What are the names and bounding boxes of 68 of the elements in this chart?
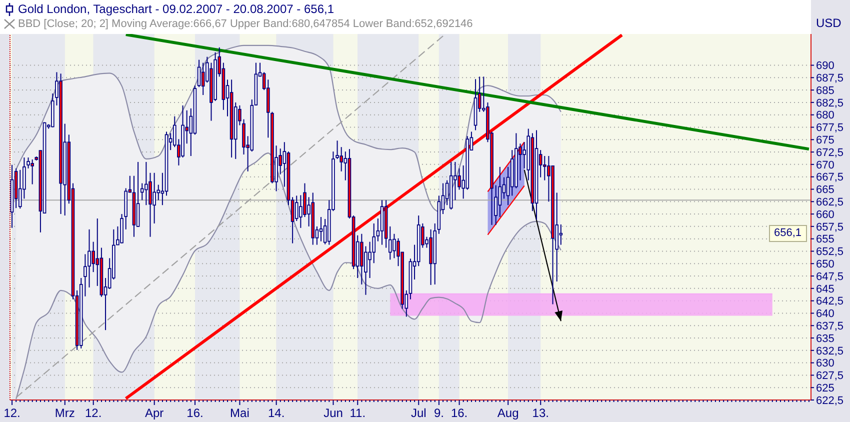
y-tick-label: 672,5 [816, 146, 844, 159]
y-tick-label: 682,5 [816, 97, 844, 110]
y-axis-title: USD [816, 16, 842, 30]
x-tick-label: Aug [497, 406, 519, 420]
y-tick-label: 642,5 [816, 296, 844, 308]
candlestick [388, 226, 392, 260]
candlestick [197, 59, 201, 88]
x-tick-label: Mai [230, 406, 250, 420]
y-tick-label: 630 [816, 358, 834, 370]
candlestick [392, 233, 396, 259]
y-tick-label: 622,5 [816, 394, 844, 407]
line-series [16, 44, 562, 212]
y-tick-label: 655 [816, 234, 834, 246]
y-tick-label: 660 [816, 208, 834, 221]
candlestick [30, 158, 34, 185]
x-tick-label: 16. [450, 406, 468, 420]
y-tick-label: 632,5 [816, 345, 844, 358]
y-tick-label: 680 [816, 110, 834, 122]
y-tick-label: 690 [816, 60, 834, 72]
y-tick-label: 677,5 [816, 122, 844, 134]
candlestick [242, 118, 246, 156]
x-tick-label: Jul [410, 406, 426, 420]
x-tick-label: 12. [4, 406, 20, 420]
chart-subtitle: BBD [Close; 20; 2] Moving Average:666,67 Upper Band:680,647854 Lower Band:652,692146 [18, 18, 473, 30]
candlestick [92, 241, 95, 273]
x-tick-label: Apr [145, 406, 164, 420]
candlestick [26, 156, 30, 169]
y-tick-label: 662,5 [816, 196, 844, 209]
x-tick-label: 11. [350, 406, 366, 420]
candlestick [299, 194, 302, 228]
x-tick-label: 16. [186, 406, 204, 420]
x-tick-label: 12. [85, 406, 102, 420]
y-tick-label: 627,5 [816, 370, 844, 382]
y-tick-label: 685 [816, 84, 834, 97]
candlestick [445, 180, 449, 206]
y-tick-label: 650 [816, 258, 834, 271]
candlestick [144, 161, 148, 206]
y-tick-label: 637,5 [816, 320, 844, 333]
x-tick-label: Jun [324, 406, 343, 420]
x-tick-label: 13. [532, 406, 549, 420]
candlestick [303, 182, 306, 218]
y-tick-label: 652,5 [816, 246, 844, 258]
candlestick [136, 161, 140, 228]
candlestick [336, 140, 339, 160]
annotation: 656,1 [769, 225, 807, 242]
candlestick [88, 228, 91, 288]
y-tick-label: 687,5 [816, 72, 844, 85]
x-tick-label: 9. [434, 406, 444, 420]
y-tick-label: 670 [816, 159, 834, 172]
candlestick [148, 172, 152, 238]
candlestick [364, 246, 368, 296]
chart-title: Gold London, Tageschart - 09.02.2007 - 20.08.2007 - 656,1 [18, 2, 334, 16]
candlestick [319, 216, 323, 242]
y-tick-label: 665 [816, 184, 834, 196]
candlestick [458, 168, 461, 190]
y-tick-label: 675 [816, 134, 834, 147]
y-tick-label: 640 [816, 308, 834, 320]
y-tick-label: 647,5 [816, 270, 844, 283]
y-tick-label: 657,5 [816, 221, 844, 234]
y-tick-label: 635 [816, 332, 834, 345]
line-series [16, 152, 562, 400]
candlestick [152, 172, 156, 224]
candlestick [498, 166, 502, 218]
y-tick-label: 625 [816, 382, 834, 395]
y-tick-label: 667,5 [816, 172, 844, 184]
x-tick-label: Mrz [54, 406, 75, 420]
y-tick-label: 645 [816, 283, 834, 296]
x-tick-label: 14. [268, 406, 285, 420]
